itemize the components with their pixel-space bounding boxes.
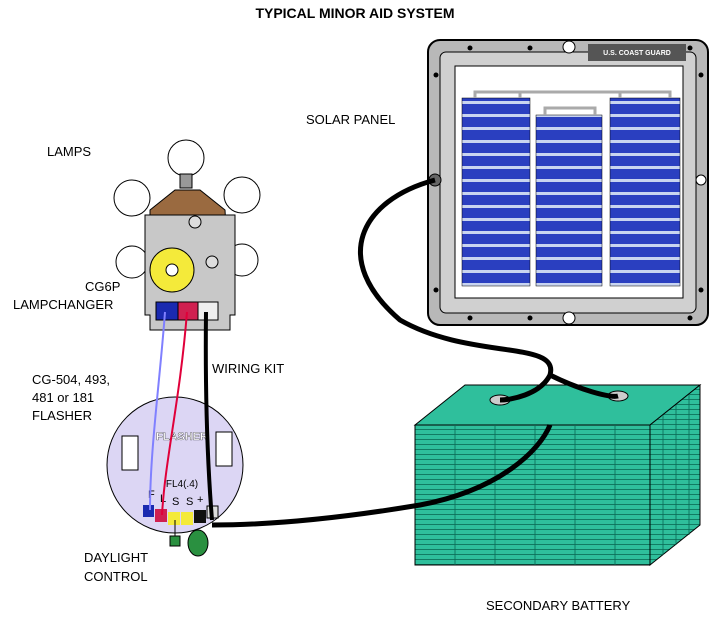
- label: CG6P: [85, 279, 120, 294]
- label: CONTROL: [84, 569, 148, 584]
- title: TYPICAL MINOR AID SYSTEM: [255, 5, 454, 21]
- lampchanger: [145, 190, 235, 330]
- label: 481 or 181: [32, 390, 94, 405]
- label: LAMPS: [47, 144, 91, 159]
- battery: [415, 385, 700, 565]
- terminal-label: F: [148, 489, 155, 501]
- terminal-label: S: [186, 496, 193, 508]
- label: CG-504, 493,: [32, 372, 110, 387]
- label: SECONDARY BATTERY: [486, 598, 631, 613]
- panel-brand: U.S. COAST GUARD: [603, 50, 671, 57]
- label: FLASHER: [32, 408, 92, 423]
- flasher-model: FL4(.4): [166, 479, 198, 490]
- solar-panel: U.S. COAST GUARD: [428, 40, 708, 325]
- diagram: TYPICAL MINOR AID SYSTEM U.S. COAST GUAR…: [0, 0, 711, 620]
- label: LAMPCHANGER: [13, 297, 113, 312]
- label: WIRING KIT: [212, 361, 284, 376]
- label: SOLAR PANEL: [306, 112, 395, 127]
- terminal-label: S: [172, 496, 179, 508]
- flasher-name: FLASHER: [156, 431, 208, 443]
- label: DAYLIGHT: [84, 550, 148, 565]
- terminal-label: +: [197, 494, 203, 506]
